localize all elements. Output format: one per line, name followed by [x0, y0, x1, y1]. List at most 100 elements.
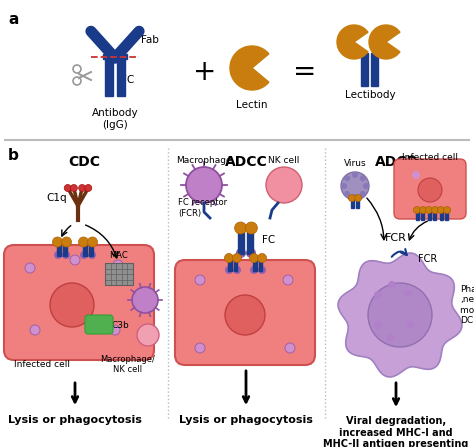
Bar [433, 210, 436, 220]
Circle shape [352, 172, 358, 178]
Text: FC: FC [121, 75, 134, 85]
Circle shape [195, 343, 205, 353]
Circle shape [425, 207, 432, 214]
Bar [440, 210, 443, 220]
Circle shape [30, 325, 40, 335]
Text: Macrophage: Macrophage [176, 156, 232, 165]
Circle shape [225, 295, 265, 335]
Circle shape [406, 321, 414, 329]
Circle shape [246, 248, 256, 258]
Text: FC: FC [262, 235, 275, 245]
Circle shape [64, 185, 71, 191]
Text: a: a [8, 12, 18, 27]
Bar [228, 258, 232, 271]
Circle shape [113, 260, 123, 270]
Circle shape [70, 185, 77, 191]
Circle shape [341, 183, 347, 189]
Circle shape [412, 171, 420, 179]
Circle shape [355, 194, 362, 202]
Circle shape [341, 172, 369, 200]
Bar [57, 242, 61, 256]
Bar [259, 258, 263, 271]
Bar [421, 210, 424, 220]
Wedge shape [230, 46, 269, 90]
Text: Lysis or phagocytosis: Lysis or phagocytosis [179, 415, 313, 425]
Text: Lectibody: Lectibody [345, 90, 395, 100]
Circle shape [85, 185, 92, 191]
Text: ADCC: ADCC [225, 155, 267, 169]
Text: Lysis or phagocytosis: Lysis or phagocytosis [8, 415, 142, 425]
Text: =: = [293, 58, 317, 86]
Circle shape [54, 251, 62, 259]
Circle shape [186, 167, 222, 203]
Circle shape [360, 175, 366, 181]
Text: NK cell: NK cell [268, 156, 300, 165]
Bar [83, 242, 87, 256]
Circle shape [432, 207, 438, 214]
FancyBboxPatch shape [175, 260, 315, 365]
Circle shape [404, 289, 412, 297]
Text: Lectin: Lectin [236, 100, 268, 110]
Bar [428, 210, 431, 220]
Text: b: b [8, 148, 19, 163]
Text: Infected cell: Infected cell [402, 153, 458, 162]
Text: FC receptor
(FCR): FC receptor (FCR) [178, 198, 227, 218]
Text: Fab: Fab [141, 35, 159, 45]
Text: Virus: Virus [344, 159, 366, 168]
Circle shape [53, 237, 63, 247]
Circle shape [137, 324, 159, 346]
Circle shape [344, 175, 350, 181]
Text: CDC: CDC [68, 155, 100, 169]
Circle shape [62, 237, 72, 247]
Circle shape [250, 266, 258, 274]
Bar [89, 242, 93, 256]
Text: FCR: FCR [385, 233, 407, 243]
Circle shape [88, 237, 98, 247]
Bar [445, 210, 448, 220]
Circle shape [79, 185, 86, 191]
Bar [351, 198, 354, 208]
Circle shape [363, 183, 369, 189]
Circle shape [257, 253, 266, 262]
Circle shape [70, 255, 80, 265]
FancyBboxPatch shape [4, 245, 154, 360]
Text: Viral degradation,
increased MHC-I and
MHC-II antigen presenting: Viral degradation, increased MHC-I and M… [323, 416, 469, 447]
Circle shape [285, 343, 295, 353]
Circle shape [266, 167, 302, 203]
Bar [238, 228, 245, 254]
Circle shape [225, 253, 234, 262]
Circle shape [132, 287, 158, 313]
Circle shape [246, 222, 257, 234]
Bar [362, 56, 368, 86]
Bar [105, 263, 133, 285]
Bar [247, 228, 254, 254]
Text: C3b: C3b [112, 320, 130, 329]
Circle shape [233, 253, 242, 262]
Text: C1q: C1q [46, 193, 67, 203]
Bar [234, 258, 237, 271]
Circle shape [388, 281, 396, 289]
Circle shape [249, 253, 258, 262]
Circle shape [413, 207, 420, 214]
Wedge shape [369, 25, 400, 59]
Bar [362, 53, 368, 56]
FancyBboxPatch shape [394, 159, 466, 219]
Circle shape [195, 275, 205, 285]
FancyBboxPatch shape [85, 315, 113, 334]
Text: Antibody
(IgG): Antibody (IgG) [91, 108, 138, 130]
Circle shape [348, 194, 356, 202]
Circle shape [438, 207, 444, 214]
Circle shape [88, 251, 96, 259]
Circle shape [386, 334, 394, 342]
Bar [103, 54, 111, 59]
Circle shape [233, 266, 241, 274]
Bar [372, 56, 379, 86]
Circle shape [50, 283, 94, 327]
Bar [372, 53, 379, 56]
Circle shape [235, 222, 246, 234]
Circle shape [80, 251, 88, 259]
Circle shape [419, 207, 427, 214]
Text: MAC: MAC [109, 251, 128, 260]
Circle shape [62, 251, 70, 259]
Bar [119, 54, 127, 59]
